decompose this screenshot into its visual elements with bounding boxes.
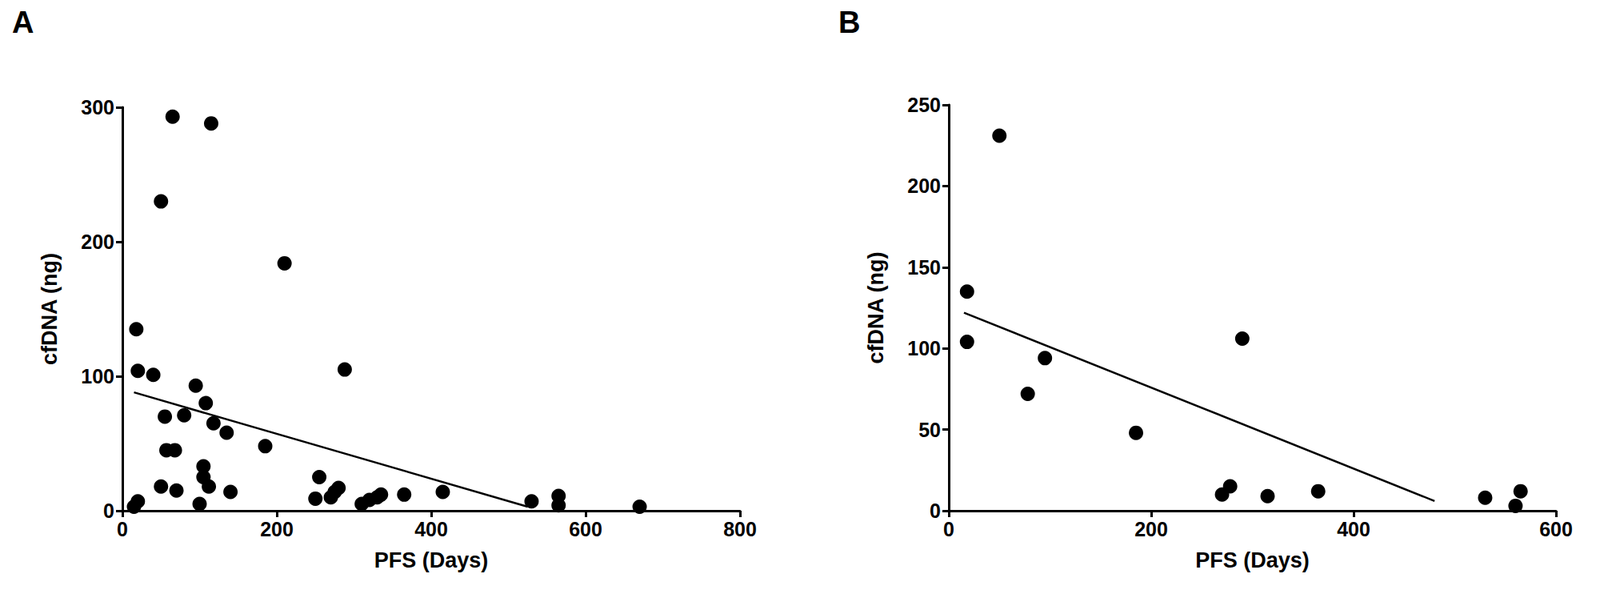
svg-text:cfDNA (ng): cfDNA (ng) [37,252,62,365]
svg-text:400: 400 [1336,517,1371,540]
svg-text:0: 0 [116,517,128,540]
svg-text:PFS (Days): PFS (Days) [1195,548,1310,572]
svg-text:200: 200 [80,230,115,253]
svg-text:A: A [12,5,34,40]
svg-text:50: 50 [918,418,941,441]
svg-text:PFS (Days): PFS (Days) [374,548,489,572]
svg-text:250: 250 [907,93,941,116]
svg-text:B: B [838,5,860,40]
svg-text:200: 200 [907,174,941,197]
svg-text:600: 600 [1539,517,1573,540]
svg-text:600: 600 [568,517,603,540]
svg-text:200: 200 [260,517,294,540]
svg-text:100: 100 [80,364,115,388]
svg-text:150: 150 [907,256,941,279]
svg-text:cfDNA (ng): cfDNA (ng) [864,252,888,364]
svg-text:200: 200 [1134,517,1168,540]
svg-text:300: 300 [80,96,115,119]
svg-text:100: 100 [907,336,941,360]
svg-text:0: 0 [103,499,115,522]
svg-text:400: 400 [414,517,448,540]
svg-text:800: 800 [723,517,757,540]
svg-text:0: 0 [943,517,955,540]
svg-text:0: 0 [929,499,941,522]
